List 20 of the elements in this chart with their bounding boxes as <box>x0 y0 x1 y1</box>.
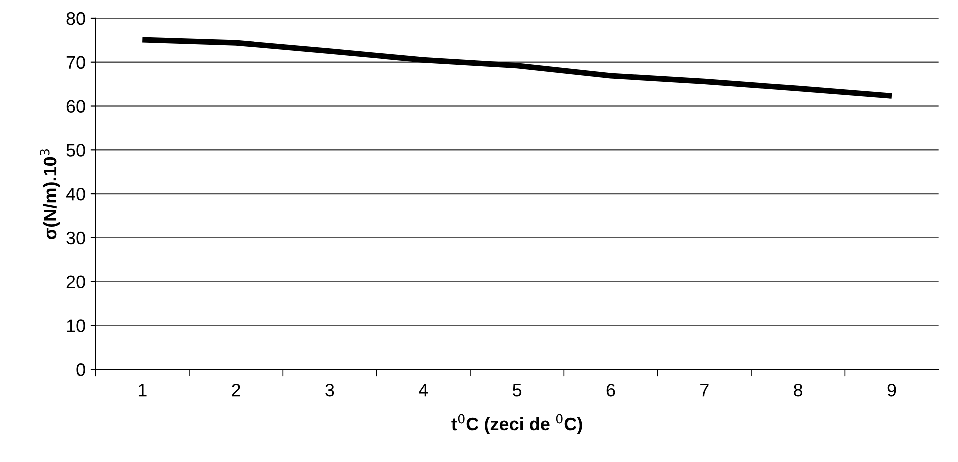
x-axis-title: t$^{0}$C (zeci de $^{0}$C) <box>452 414 582 434</box>
x-tick-label: 1 <box>138 384 147 397</box>
y-tick-label: 60 <box>66 100 86 113</box>
y-tick-label: 50 <box>66 144 86 157</box>
y-tick-label: 10 <box>67 320 86 332</box>
x-tick-label: 4 <box>419 384 428 397</box>
y-tick-label: 30 <box>66 232 86 245</box>
y-tick-label: 80 <box>66 12 86 26</box>
y-tick-label: 0 <box>76 364 86 376</box>
x-tick-label: 7 <box>700 384 709 397</box>
x-tick-label: 6 <box>606 384 616 397</box>
x-tick-label: 3 <box>326 384 334 397</box>
x-tick-label: 8 <box>794 384 803 397</box>
y-tick-label: 20 <box>66 276 86 289</box>
x-tick-label: 5 <box>513 384 522 397</box>
x-tick-label: 9 <box>888 384 896 397</box>
y-tick-label: 70 <box>66 56 86 70</box>
y-tick-label: 40 <box>66 188 86 201</box>
x-tick-label: 2 <box>232 384 240 397</box>
y-axis-title: σ(N/m).10$^{3}$ <box>40 149 60 240</box>
